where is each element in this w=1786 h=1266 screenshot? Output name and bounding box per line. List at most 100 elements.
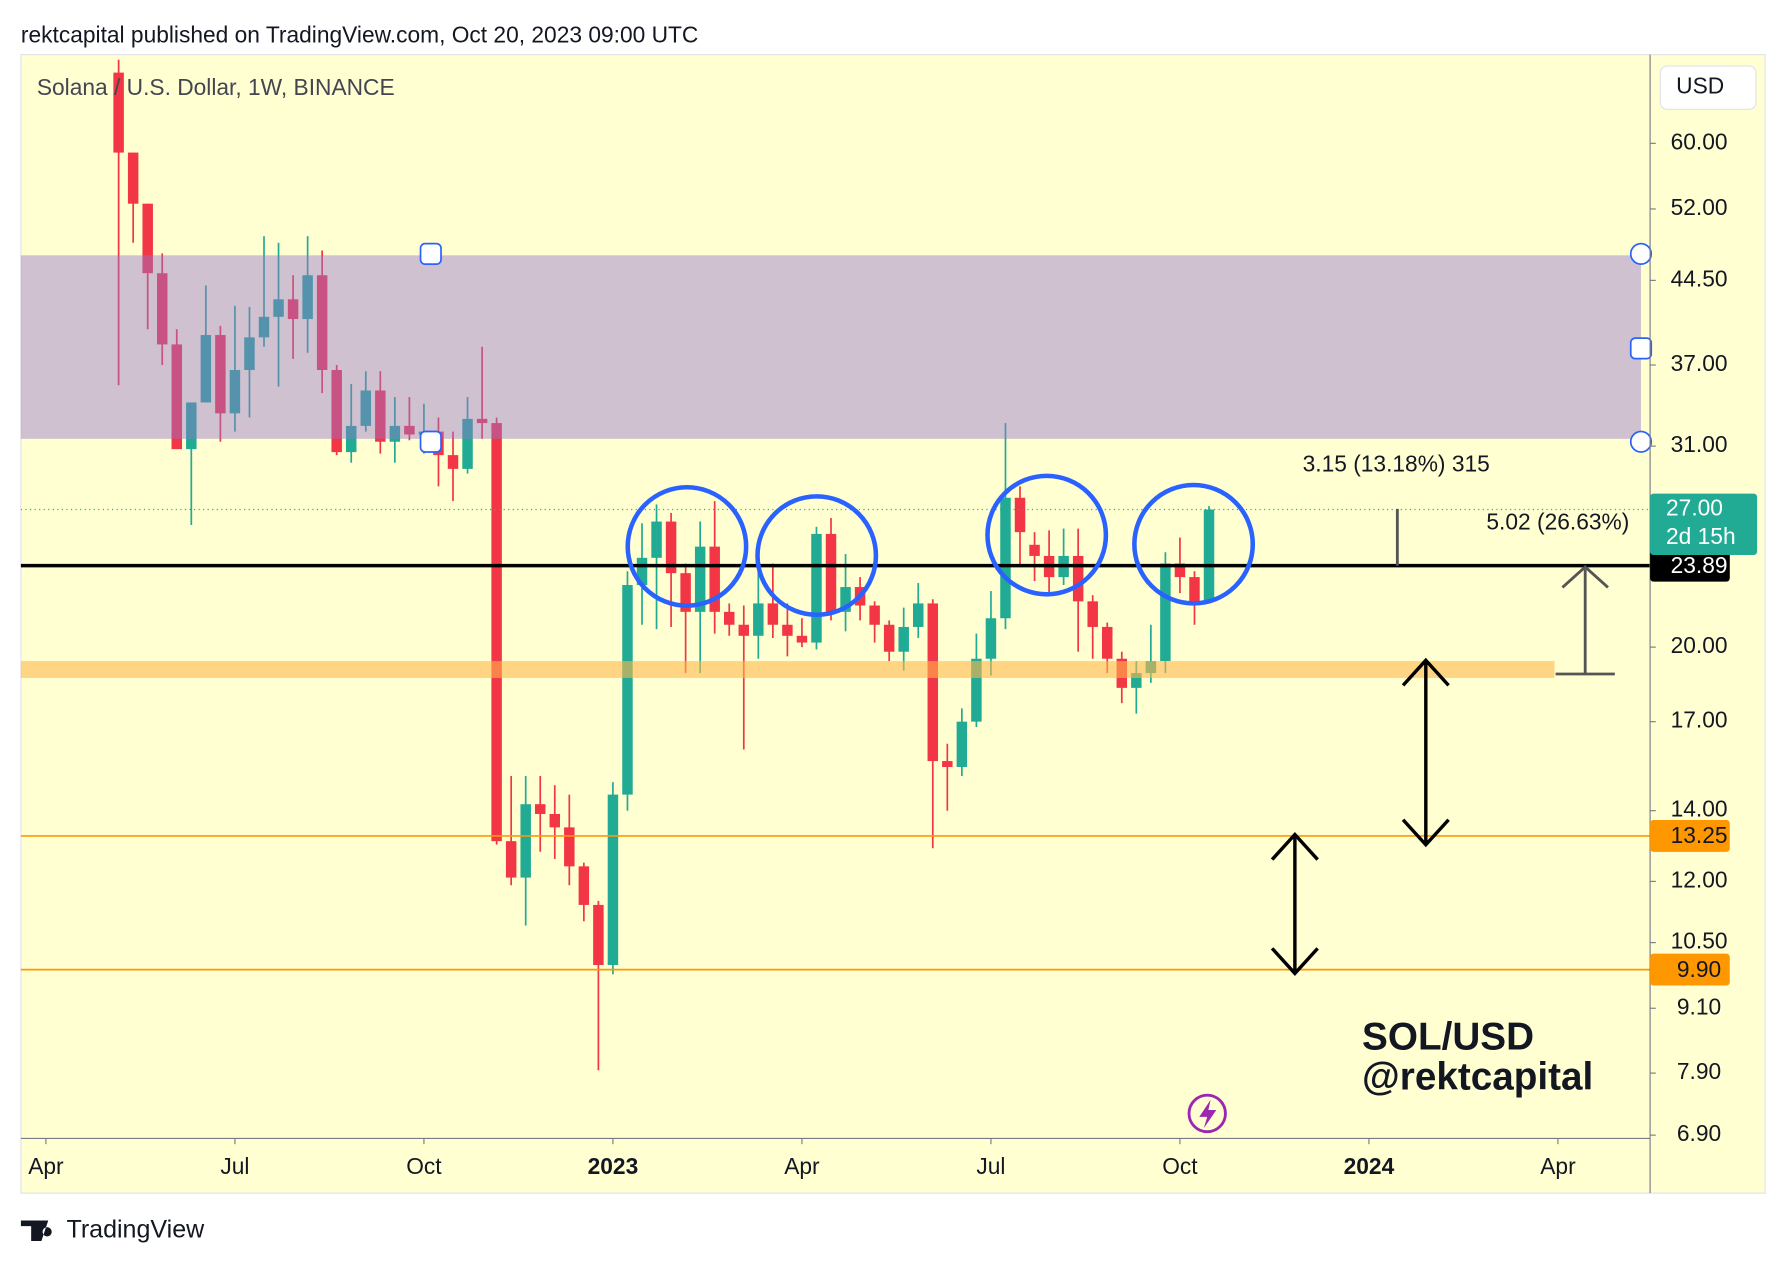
candle-body <box>738 624 750 636</box>
candle-body <box>142 203 153 274</box>
candle-body <box>447 455 459 469</box>
candle-body <box>1203 509 1215 602</box>
footer-logo: TradingView <box>66 1215 205 1243</box>
y-tick-label: 52.00 <box>1671 194 1728 220</box>
candle-body <box>593 904 604 965</box>
y-tick-label: 37.00 <box>1671 350 1728 376</box>
candle-body <box>709 546 720 612</box>
chart-area <box>20 54 1766 1194</box>
y-tick-label: 20.00 <box>1671 632 1728 658</box>
double-arrow <box>1401 657 1450 848</box>
axes: 60.00 52.00 44.50 37.00 31.00 20.00 17.00 14.00… <box>28 128 1727 1179</box>
y-tick-label: 6.90 <box>1677 1120 1721 1146</box>
currency-button[interactable] <box>1659 65 1757 110</box>
candle-body <box>724 611 735 625</box>
candle-body <box>651 521 662 558</box>
candle-body <box>476 418 488 424</box>
candle-body <box>665 521 677 574</box>
candle-body <box>549 813 561 828</box>
candle-body <box>156 273 168 345</box>
level-label-box <box>1650 820 1730 852</box>
candle-body <box>927 603 939 762</box>
candle-body <box>273 299 284 317</box>
candle-body <box>782 624 793 636</box>
y-tick-label: 14.00 <box>1671 796 1728 822</box>
arrows <box>1270 657 1450 976</box>
measure-arrow <box>1555 565 1615 676</box>
icon-bolt <box>1199 1099 1217 1129</box>
candle-body <box>811 533 822 643</box>
candle-body <box>171 344 183 450</box>
candle-body <box>200 335 212 403</box>
candle-body <box>796 635 808 643</box>
candle-body <box>1189 577 1200 602</box>
watermark: SOL/USD <box>1362 1016 1534 1059</box>
candle-body <box>113 72 124 153</box>
circle <box>1132 482 1256 606</box>
x-tick-label: Apr <box>1540 1153 1576 1179</box>
icon-circle <box>1187 1093 1227 1134</box>
annotation: 5.02 (26.63%) <box>1486 509 1629 535</box>
candle-body <box>535 804 546 814</box>
handle <box>1629 430 1653 453</box>
x-tick-label: Oct <box>406 1153 442 1179</box>
candle-body <box>971 658 982 722</box>
last-price-box <box>1650 493 1758 556</box>
x-tick-label: 2024 <box>1344 1153 1395 1179</box>
x-tick-label: Oct <box>1162 1153 1198 1179</box>
candle-body <box>1160 563 1171 662</box>
candle-body <box>258 316 270 338</box>
handle <box>1629 337 1653 360</box>
level-label: 9.90 <box>1677 956 1721 982</box>
watermark: @rektcapital <box>1362 1056 1593 1099</box>
candle-body <box>302 275 313 320</box>
level-label-box <box>1650 953 1730 986</box>
candle-body <box>1131 673 1142 688</box>
y-tick-label: 10.50 <box>1671 928 1728 954</box>
x-tick-label: Apr <box>28 1153 64 1179</box>
annotation: 3.15 (13.18%) 315 <box>1303 451 1490 477</box>
candle-body <box>316 275 328 370</box>
candle-body <box>607 794 619 965</box>
y-tick-label: 12.00 <box>1671 866 1728 892</box>
candle-body <box>360 390 372 426</box>
candle-body <box>767 603 779 625</box>
candle-body <box>753 603 764 636</box>
x-tick-label: Apr <box>784 1153 820 1179</box>
candle-body <box>1029 544 1040 556</box>
candle-body <box>375 390 386 442</box>
level-label-box <box>1650 549 1730 582</box>
circle <box>625 484 749 608</box>
candle-body <box>520 804 531 878</box>
last-price-label: 27.00 <box>1666 495 1723 521</box>
candle-body <box>883 624 895 652</box>
circle <box>755 494 879 618</box>
y-tick-label: 7.90 <box>1677 1058 1721 1084</box>
candle-body <box>1087 601 1098 627</box>
y-tick-label: 17.00 <box>1671 707 1728 733</box>
candle-body <box>345 425 357 453</box>
candle-body <box>985 618 997 659</box>
candle-body <box>229 369 241 414</box>
logo-mark <box>20 1220 52 1241</box>
candle-body <box>186 402 197 450</box>
candle-body <box>1102 626 1113 659</box>
candle-body <box>462 418 473 469</box>
candle-body <box>913 603 924 627</box>
currency-label: USD <box>1676 73 1724 99</box>
level-label: 13.25 <box>1671 822 1728 848</box>
zone <box>20 661 1555 678</box>
handle <box>419 430 442 453</box>
double-arrow <box>1270 831 1319 976</box>
handles <box>419 242 1653 453</box>
candle-body <box>1072 555 1084 602</box>
candle-body <box>680 573 691 612</box>
candle-body <box>942 761 953 767</box>
x-tick-label: 2023 <box>588 1153 639 1179</box>
handle <box>419 242 442 265</box>
lightning-icon <box>1187 1093 1227 1134</box>
countdown-label: 2d 15h <box>1666 523 1736 549</box>
